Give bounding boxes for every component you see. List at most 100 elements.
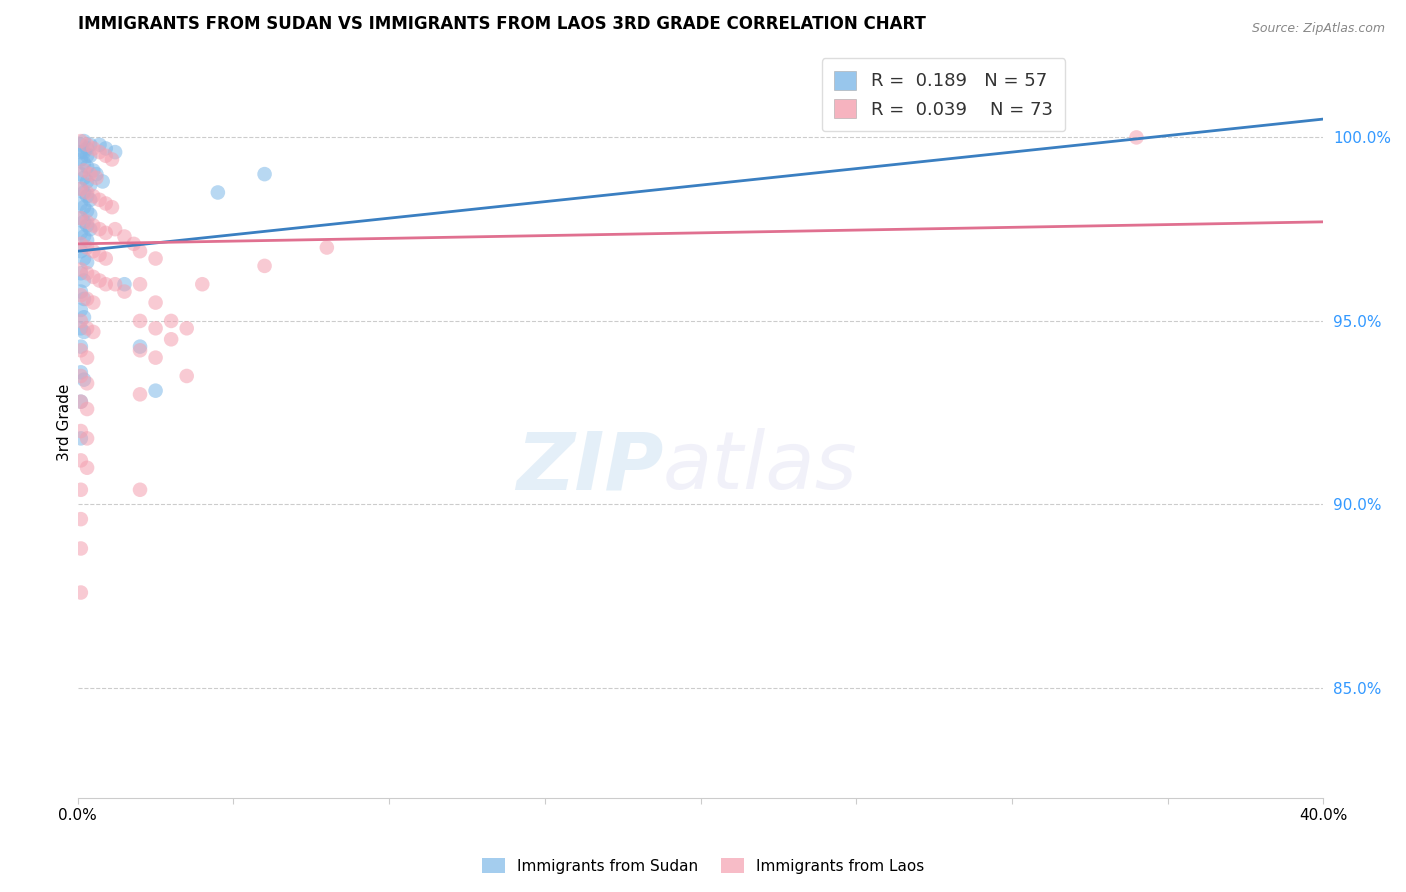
Point (70, 541, 93, 556)
Point (73, 170, 96, 185)
Point (94, 196, 117, 211)
Point (160, 332, 183, 346)
Point (129, 340, 152, 354)
Point (76, 460, 98, 475)
Point (94, 141, 117, 155)
Point (82, 244, 104, 259)
Point (89, 248, 111, 262)
Point (70, 236, 93, 251)
Point (70, 196, 93, 211)
Point (76, 431, 98, 445)
Point (86, 170, 108, 185)
Point (70, 343, 93, 358)
Point (73, 145, 96, 160)
Y-axis label: 3rd Grade: 3rd Grade (58, 384, 72, 460)
Point (70, 365, 93, 379)
Point (70, 288, 93, 302)
Point (253, 167, 276, 181)
Point (89, 222, 111, 236)
Point (79, 193, 101, 207)
Point (114, 229, 136, 244)
Point (70, 453, 93, 467)
Point (70, 137, 93, 152)
Point (70, 266, 93, 280)
Point (70, 167, 93, 181)
Point (82, 189, 104, 203)
Text: ZIP: ZIP (516, 428, 664, 506)
Point (104, 277, 127, 292)
Point (70, 314, 93, 328)
Point (76, 321, 98, 335)
Point (89, 137, 111, 152)
Point (73, 292, 96, 306)
Point (73, 215, 96, 229)
Point (70, 262, 93, 277)
Point (76, 215, 98, 229)
Point (94, 226, 117, 240)
Point (73, 373, 96, 387)
Point (129, 387, 152, 401)
Point (94, 252, 117, 266)
Point (70, 134, 93, 148)
Point (82, 141, 104, 155)
Point (114, 277, 136, 292)
Legend: Immigrants from Sudan, Immigrants from Laos: Immigrants from Sudan, Immigrants from L… (475, 852, 931, 880)
Point (79, 149, 101, 163)
Point (82, 325, 104, 339)
Point (94, 277, 117, 292)
Point (76, 219, 98, 233)
Point (94, 149, 117, 163)
Point (91, 174, 114, 188)
Point (114, 285, 136, 299)
Point (76, 189, 98, 203)
Point (76, 137, 98, 152)
Point (76, 292, 98, 306)
Point (70, 182, 93, 196)
Legend: R =  0.189   N = 57, R =  0.039    N = 73: R = 0.189 N = 57, R = 0.039 N = 73 (821, 59, 1066, 131)
Point (129, 314, 152, 328)
Point (79, 222, 101, 236)
Point (73, 325, 96, 339)
Point (70, 394, 93, 409)
Point (176, 321, 198, 335)
Point (70, 244, 93, 259)
Point (253, 259, 276, 273)
Point (176, 369, 198, 384)
Point (82, 295, 104, 310)
Point (89, 145, 111, 160)
Point (145, 252, 167, 266)
Point (70, 302, 93, 317)
Point (315, 240, 337, 254)
Point (70, 182, 93, 196)
Point (145, 384, 167, 398)
Point (89, 193, 111, 207)
Point (129, 483, 152, 497)
Point (79, 178, 101, 193)
Point (70, 431, 93, 445)
Point (76, 149, 98, 163)
Point (129, 343, 152, 358)
Point (76, 141, 98, 155)
Point (73, 163, 96, 178)
Point (70, 369, 93, 384)
Point (82, 163, 104, 178)
Point (122, 236, 145, 251)
Point (76, 266, 98, 280)
Point (76, 351, 98, 365)
Point (89, 274, 111, 288)
Point (145, 351, 167, 365)
Point (76, 240, 98, 254)
Point (70, 321, 93, 335)
Point (76, 376, 98, 391)
Point (160, 314, 183, 328)
Point (191, 277, 214, 292)
Point (104, 222, 127, 236)
Point (70, 211, 93, 226)
Point (76, 160, 98, 174)
Point (73, 274, 96, 288)
Point (104, 145, 127, 160)
Point (70, 340, 93, 354)
Point (129, 277, 152, 292)
Point (70, 424, 93, 438)
Point (82, 219, 104, 233)
